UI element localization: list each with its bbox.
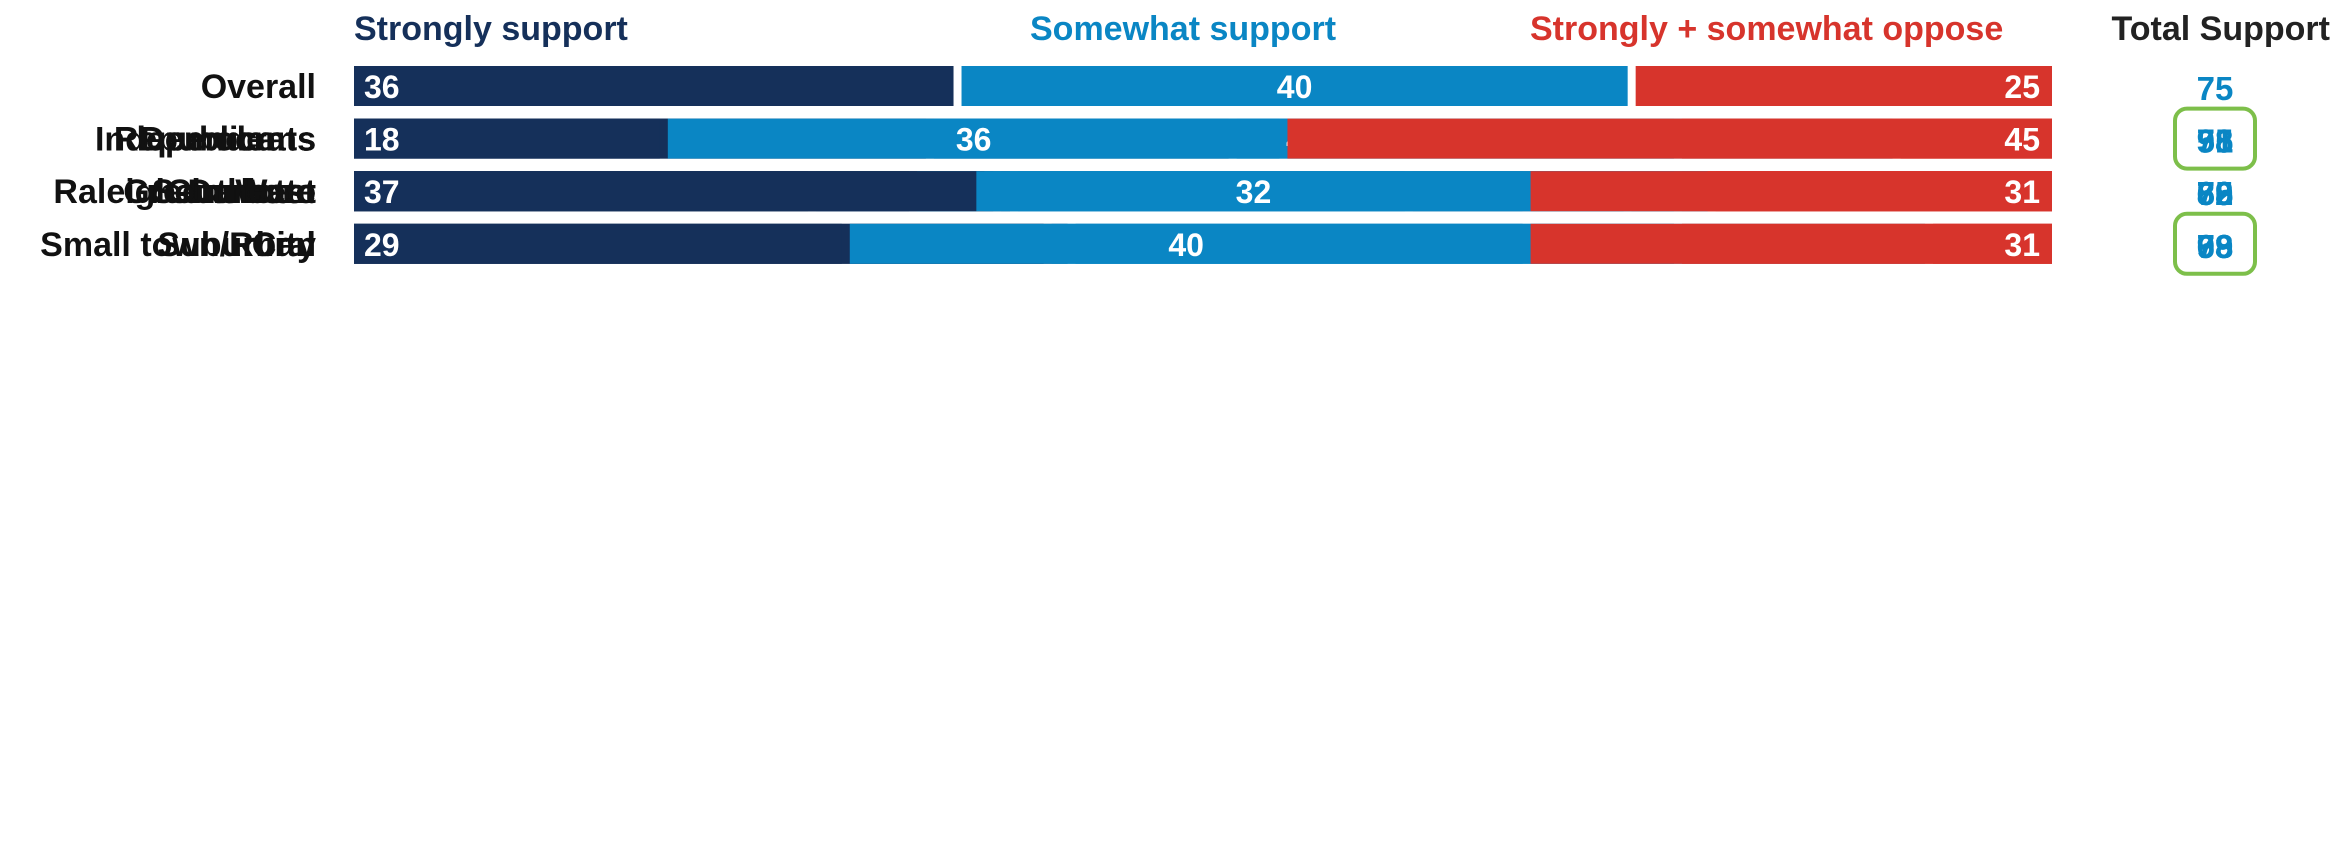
category-label: Southeast (152, 173, 316, 211)
legend: Strongly support Somewhat support Strongly… (354, 10, 2330, 48)
bar-strongly-somewhat-oppose (1635, 66, 2052, 106)
total-support-value: 78 (2197, 123, 2234, 160)
bar-value-label: 45 (2004, 122, 2040, 158)
total-support-value: 75 (2197, 175, 2234, 212)
legend-strongly-support: Strongly support (354, 10, 628, 48)
bar-somewhat-support (961, 66, 1628, 106)
bar-value-label: 31 (2004, 227, 2040, 263)
bar-value-label: 32 (1236, 174, 1272, 210)
bar-strongly-somewhat-oppose (1530, 223, 2052, 264)
bar-value-label: 29 (364, 227, 400, 263)
bar-strongly-somewhat-oppose (1530, 171, 2052, 212)
category-label: City (252, 226, 316, 264)
total-support-header: Total Support (2112, 10, 2330, 48)
category-label: Greensboro (123, 173, 316, 211)
total-support-value: 69 (2197, 228, 2234, 265)
total-support-value: 55 (2197, 123, 2234, 160)
total-highlight-box (2173, 106, 2257, 171)
bar-value-label: 40 (1277, 69, 1313, 105)
total-support-value: 75 (2197, 70, 2234, 107)
total-support-value: 69 (2197, 175, 2234, 212)
total-support-value: 62 (2197, 175, 2234, 212)
total-support-value: 80 (2197, 175, 2234, 212)
bar-value-label: 36 (364, 69, 400, 105)
category-label: Overall (201, 68, 316, 106)
bar-strongly-support (354, 66, 954, 106)
category-label: Democrats (140, 121, 316, 159)
bar-strongly-support (354, 171, 977, 212)
category-label: West (235, 173, 316, 211)
bar-value-label: 37 (364, 174, 400, 210)
category-label: Suburban (157, 226, 316, 264)
bar-value-label: 31 (2004, 174, 2040, 210)
bar-value-label: 25 (2004, 69, 2040, 105)
category-label: Republicans (114, 121, 316, 159)
category-label: Raleigh-Durham (53, 173, 316, 211)
bar-value-label: 18 (364, 122, 400, 158)
total-support-value: 93 (2197, 228, 2234, 265)
row-republicans: Republicans 18 36 45 (114, 118, 2052, 159)
total-support-value: 78 (2197, 228, 2234, 265)
bar-value-label: 40 (1168, 227, 1204, 263)
bar-rows: Overall364025Democrats52399Independents3… (40, 66, 2052, 264)
bar-somewhat-support (849, 223, 1523, 264)
bar-strongly-support (354, 223, 842, 264)
total-support-value: 78 (2197, 175, 2234, 212)
legend-somewhat-support: Somewhat support (1030, 10, 1336, 48)
legend-strongly-somewhat-oppose: Strongly + somewhat oppose (1530, 10, 2003, 48)
category-label: Charlotte (167, 173, 316, 211)
row-small-town-rural: Small town/Rural 29 40 31 (40, 223, 2052, 264)
bar-value-label: 36 (956, 122, 992, 158)
category-label: Independents (95, 121, 316, 159)
bar-strongly-somewhat-oppose (1287, 118, 2052, 159)
bar-somewhat-support (667, 118, 1280, 159)
total-support-value: 91 (2197, 123, 2234, 160)
category-label: Small town/Rural (40, 226, 316, 264)
total-highlight-box (2173, 211, 2257, 276)
bar-somewhat-support (984, 171, 1523, 212)
bar-strongly-support (354, 118, 660, 159)
row-overall: Overall 36 40 25 (201, 66, 2052, 106)
row-southeast: Southeast 37 32 31 (152, 171, 2052, 212)
